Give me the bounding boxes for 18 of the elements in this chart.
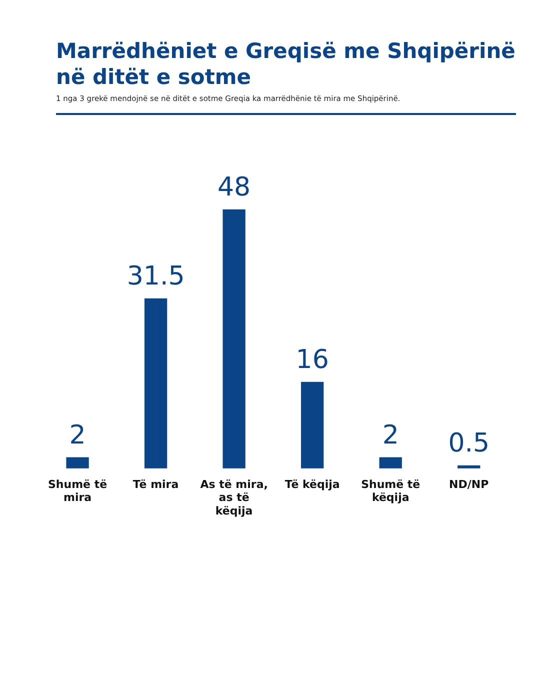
bar <box>66 457 89 468</box>
chart-title: Marrëdhëniet e Greqisë me Shqipërinë në ditët e sotme <box>56 38 516 90</box>
data-label: 2 <box>382 420 399 450</box>
x-tick-label: Shumë të mira <box>48 478 108 504</box>
data-label: 2 <box>69 420 86 450</box>
x-tick-label: Shumë të këqija <box>361 478 420 504</box>
x-tick-label: As të mira, as të këqija <box>200 478 268 518</box>
bar <box>144 298 168 468</box>
data-label: 0.5 <box>448 428 490 458</box>
bar <box>301 382 324 468</box>
data-label: 16 <box>296 344 329 375</box>
x-tick-label: Të këqija <box>284 478 340 491</box>
data-label: 31.5 <box>126 261 185 292</box>
x-tick-label: ND/NP <box>449 478 489 491</box>
x-tick-label: Të mira <box>132 478 179 491</box>
bar <box>222 209 246 468</box>
data-label: 48 <box>218 172 251 202</box>
bar <box>379 457 402 468</box>
